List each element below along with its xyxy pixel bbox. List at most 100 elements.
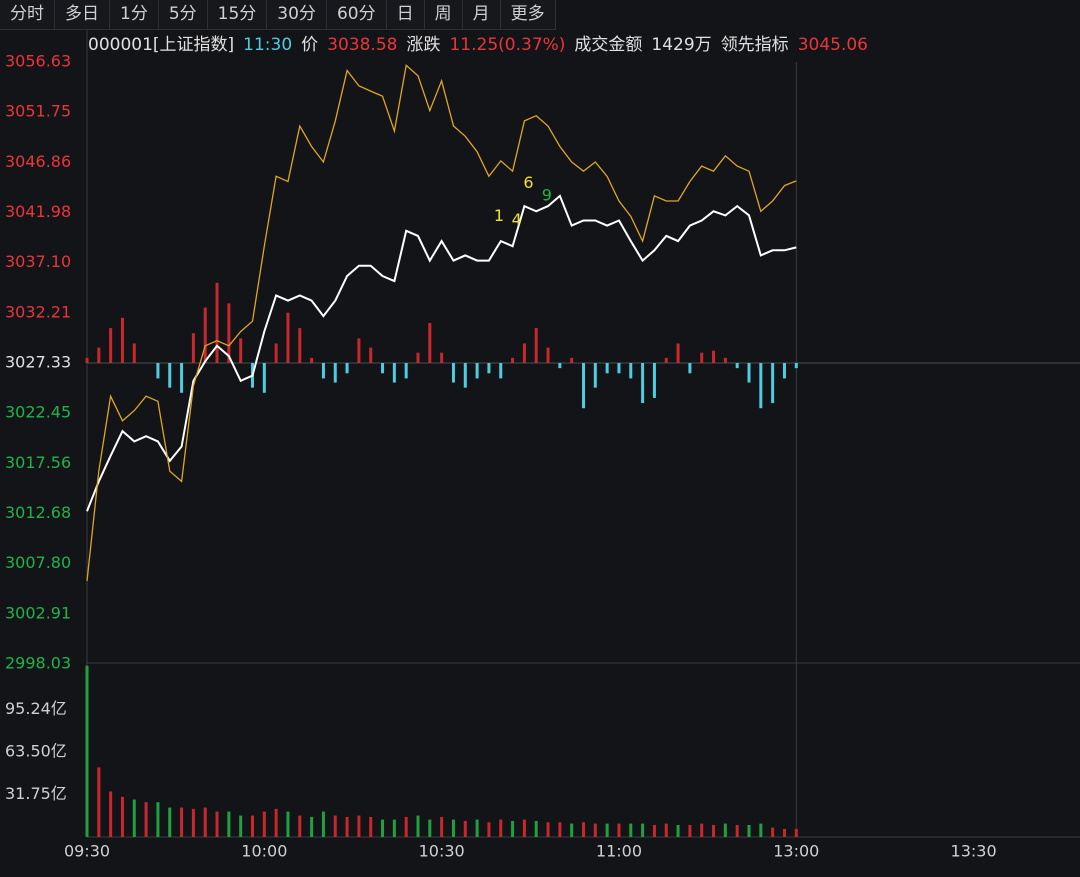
lead-label: 领先指标 — [720, 35, 789, 55]
volume-bar — [274, 808, 278, 837]
volume-bar — [251, 815, 254, 837]
indicator-bar — [629, 363, 633, 379]
y-tick-label: 3007.80 — [5, 553, 71, 572]
indicator-bar — [747, 363, 751, 383]
change-label: 涨跌 — [406, 35, 441, 55]
indicator-bar — [546, 347, 550, 363]
indicator-bar — [593, 363, 597, 388]
annotation: 1 — [494, 206, 504, 225]
indicator-bar — [168, 363, 172, 388]
quote-time: 11:30 — [243, 35, 293, 55]
indicator-bar — [641, 363, 645, 404]
tab[interactable]: 日 — [387, 0, 425, 29]
volume-bar — [203, 807, 207, 837]
amount-label: 成交金额 — [574, 35, 643, 55]
indicator-bar — [534, 328, 538, 363]
tab[interactable]: 更多 — [501, 0, 556, 29]
x-tick-label: 09:30 — [64, 842, 110, 861]
y-tick-label: 95.24亿 — [5, 699, 67, 718]
y-tick-label: 3022.45 — [5, 403, 71, 422]
indicator-bar — [321, 363, 325, 379]
volume-bar — [499, 819, 503, 837]
amount: 1429万 — [651, 35, 712, 55]
tab[interactable]: 1分 — [110, 0, 159, 29]
volume-bar — [239, 815, 243, 837]
volume-bar — [511, 820, 515, 837]
volume-bar — [168, 807, 172, 837]
volume-bar — [298, 815, 302, 837]
indicator-bar — [428, 322, 432, 363]
volume-bar — [345, 816, 349, 837]
volume-bar — [641, 823, 645, 837]
y-tick-label: 3051.75 — [5, 102, 71, 121]
indicator-bar — [215, 282, 219, 363]
x-tick-label: 11:00 — [596, 842, 642, 861]
index-code: 000001[上证指数] — [88, 35, 235, 55]
volume-bar — [617, 823, 621, 837]
volume-bar — [558, 822, 562, 837]
indicator-bar — [582, 363, 585, 409]
tab[interactable]: 60分 — [327, 0, 387, 29]
indicator-bar — [416, 352, 420, 363]
volume-bar — [605, 823, 609, 837]
volume-bar — [451, 819, 455, 837]
price-label: 价 — [301, 35, 319, 55]
volume-bar — [440, 816, 444, 837]
indicator-bar — [227, 303, 231, 363]
indicator-bar — [558, 363, 562, 369]
volume-bar — [487, 822, 491, 837]
volume-bar — [688, 824, 692, 837]
lead: 3045.06 — [797, 35, 868, 55]
volume-bar — [546, 822, 550, 837]
indicator-bar — [511, 357, 515, 363]
volume-bar — [534, 820, 538, 837]
indicator-bar — [759, 363, 763, 409]
indicator-bar — [310, 357, 314, 363]
tab[interactable]: 月 — [463, 0, 501, 29]
y-tick-label: 2998.03 — [5, 654, 71, 673]
volume-bar — [97, 767, 101, 837]
x-tick-label: 13:30 — [951, 842, 997, 861]
indicator-bar — [191, 333, 195, 363]
tab[interactable]: 30分 — [267, 0, 327, 29]
indicator-bar — [522, 343, 526, 363]
y-tick-label: 3002.91 — [5, 603, 71, 622]
tab[interactable]: 15分 — [208, 0, 268, 29]
indicator-bar — [605, 363, 609, 374]
indicator-bar — [203, 307, 207, 363]
indicator-bar — [180, 363, 184, 393]
volume-bar — [404, 816, 408, 837]
indicator-bar — [782, 363, 786, 379]
volume-bar — [570, 823, 574, 837]
indicator-bar — [617, 363, 621, 374]
volume-bar — [463, 820, 467, 837]
volume-bar — [392, 819, 396, 837]
indicator-bar — [286, 312, 290, 363]
volume-bar — [582, 822, 585, 837]
indicator-bar — [676, 343, 680, 363]
volume-bar — [321, 811, 325, 837]
y-tick-label: 3046.86 — [5, 152, 71, 171]
indicator-bar — [735, 363, 739, 369]
volume-bar — [381, 819, 385, 837]
volume-bar — [262, 811, 266, 837]
indicator-bar — [712, 350, 716, 363]
tab[interactable]: 周 — [425, 0, 463, 29]
volume-bar — [664, 823, 668, 837]
volume-bar — [132, 799, 136, 837]
tab[interactable]: 多日 — [55, 0, 110, 29]
tab[interactable]: 分时 — [0, 0, 55, 29]
volume-bar — [333, 815, 337, 837]
annotation: 4 — [512, 210, 522, 229]
indicator-bar — [156, 363, 160, 379]
price-line — [86, 64, 797, 582]
volume-bar — [652, 824, 656, 837]
volume-bar — [156, 802, 160, 837]
volume-bar — [286, 811, 290, 837]
volume-bar — [109, 791, 113, 837]
volume-bar — [782, 828, 786, 837]
tab[interactable]: 5分 — [159, 0, 208, 29]
volume-bar — [475, 819, 479, 837]
volume-bar — [416, 815, 420, 837]
